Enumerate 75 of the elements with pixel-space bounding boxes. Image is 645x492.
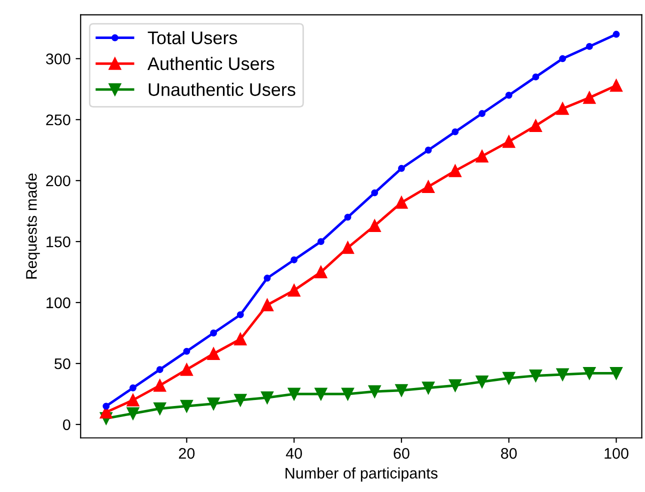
point [342, 241, 354, 254]
point [180, 400, 193, 412]
point [422, 382, 435, 394]
point [102, 402, 110, 410]
point [478, 110, 486, 117]
point [559, 55, 566, 62]
point [448, 379, 462, 392]
point [610, 367, 623, 380]
x-tick-label: 20 [178, 448, 195, 459]
point [529, 119, 542, 132]
point [583, 91, 596, 104]
point [234, 394, 247, 406]
point [314, 388, 328, 400]
point [368, 219, 381, 232]
point [210, 330, 217, 336]
point [586, 42, 593, 50]
point [395, 384, 408, 397]
point [448, 164, 462, 178]
point [422, 180, 435, 193]
point [126, 407, 140, 420]
point [371, 189, 378, 196]
point [532, 73, 540, 80]
legend-label: Total Users [148, 31, 238, 44]
y-tick-label: 250 [46, 114, 70, 126]
legend-label: Unauthentic Users [148, 82, 296, 96]
point [180, 363, 193, 376]
point [556, 102, 569, 115]
x-tick-label: 100 [604, 448, 628, 459]
y-tick-label: 50 [54, 358, 70, 370]
y-tick-label: 300 [46, 54, 70, 64]
y-axis-title: Requests made [26, 173, 40, 279]
x-axis-title: Number of participants [286, 467, 438, 482]
point [154, 402, 166, 415]
y-tick-label: 150 [46, 236, 70, 248]
point [183, 348, 190, 355]
x-tick-label: 60 [394, 448, 410, 459]
point [288, 284, 300, 297]
y-tick-label: 200 [46, 175, 70, 186]
point [368, 385, 381, 398]
point [207, 397, 220, 410]
point [610, 79, 623, 92]
point [234, 332, 247, 346]
point [260, 391, 274, 404]
legend-label: Authentic Users [147, 56, 274, 70]
point [260, 298, 274, 312]
point [154, 379, 166, 392]
point [502, 135, 516, 148]
point [126, 394, 140, 406]
point [424, 146, 432, 154]
point [288, 388, 300, 400]
point [529, 369, 542, 382]
point [505, 92, 512, 99]
point [344, 214, 352, 221]
point [583, 367, 596, 380]
x-tick-label: 40 [286, 448, 302, 459]
point [130, 384, 136, 392]
point [314, 266, 328, 278]
point [612, 30, 620, 38]
point [342, 388, 354, 400]
point [556, 368, 569, 381]
point [207, 347, 220, 360]
point [264, 274, 271, 282]
point [395, 196, 408, 209]
point [476, 150, 488, 162]
y-tick-label: 0 [63, 419, 70, 430]
point [156, 366, 164, 374]
point [502, 372, 516, 384]
point [236, 311, 244, 318]
x-tick-label: 80 [501, 448, 517, 459]
point [317, 238, 324, 246]
point [290, 256, 298, 264]
y-tick-label: 100 [46, 297, 70, 308]
point [452, 128, 459, 136]
point [476, 376, 488, 388]
point [398, 164, 405, 172]
